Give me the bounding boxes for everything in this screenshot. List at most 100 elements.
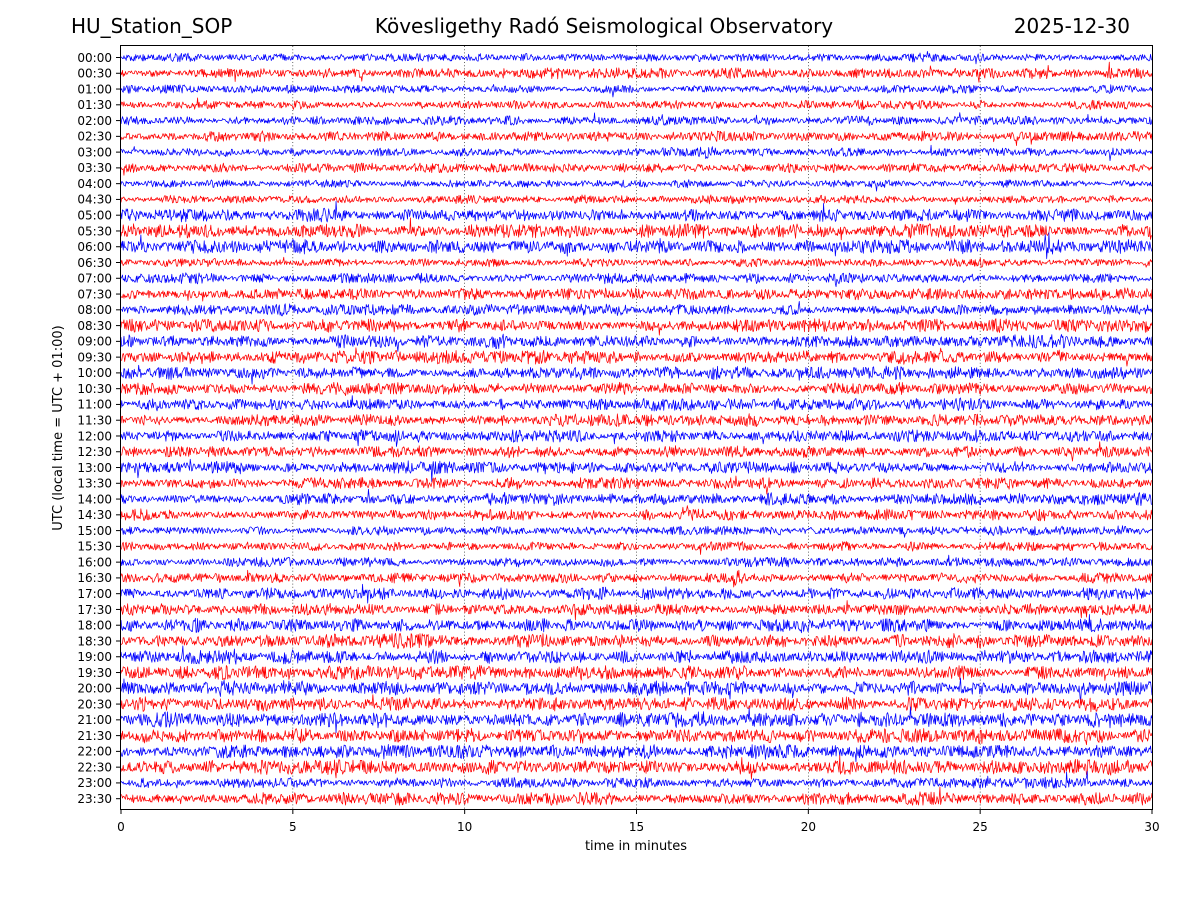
trace-1000: [121, 364, 1152, 385]
trace-1600: [121, 554, 1152, 568]
trace-0230: [121, 130, 1152, 147]
trace-0930: [121, 347, 1152, 367]
y-tick-label: 20:30: [77, 697, 112, 711]
trace-0530: [121, 217, 1152, 241]
trace-1230: [121, 441, 1152, 462]
y-tick-label: 04:00: [77, 177, 112, 191]
trace-1830: [121, 632, 1152, 650]
trace-2300: [121, 770, 1152, 789]
y-tick-label: 18:00: [77, 619, 112, 633]
y-tick-label: 22:00: [77, 745, 112, 759]
trace-0800: [121, 301, 1152, 317]
trace-1730: [121, 600, 1152, 621]
trace-1200: [121, 429, 1152, 447]
trace-0000: [121, 51, 1152, 65]
x-tick-label: 10: [457, 820, 472, 834]
trace-2030: [121, 694, 1152, 713]
trace-2230: [121, 754, 1152, 780]
trace-0730: [121, 287, 1152, 302]
trace-2330: [121, 786, 1152, 806]
x-tick-label: 5: [289, 820, 297, 834]
x-axis: 0 5 10 15 20 25 30: [117, 809, 1160, 834]
y-tick-label: 16:00: [77, 555, 112, 569]
y-tick-label: 17:00: [77, 587, 112, 601]
trace-0030: [121, 61, 1152, 83]
y-tick-label: 00:00: [77, 51, 112, 65]
y-tick-label: 13:30: [77, 477, 112, 491]
y-tick-label: 21:00: [77, 713, 112, 727]
y-tick-label: 02:30: [77, 130, 112, 144]
trace-1130: [121, 413, 1152, 427]
y-tick-label: 23:00: [77, 776, 112, 790]
y-tick-label: 01:30: [77, 98, 112, 112]
y-tick-label: 06:30: [77, 256, 112, 270]
station-label: HU_Station_SOP: [71, 14, 233, 38]
trace-1430: [121, 505, 1152, 522]
y-tick-label: 20:00: [77, 682, 112, 696]
y-tick-label: 11:30: [77, 414, 112, 428]
y-tick-label: 19:30: [77, 666, 112, 680]
y-tick-label: 21:30: [77, 729, 112, 743]
trace-0900: [121, 333, 1152, 352]
y-tick-label: 03:30: [77, 161, 112, 175]
observatory-title: Kövesligethy Radó Seismological Observat…: [374, 14, 834, 38]
y-tick-label: 22:30: [77, 760, 112, 774]
trace-2200: [121, 743, 1152, 763]
y-axis-label: UTC (local time = UTC + 01:00): [51, 325, 66, 530]
trace-0300: [121, 144, 1152, 162]
y-tick-label: 10:00: [77, 366, 112, 380]
trace-2130: [121, 727, 1152, 746]
trace-1630: [121, 569, 1152, 588]
y-tick-label: 00:30: [77, 67, 112, 81]
trace-0100: [121, 84, 1152, 98]
trace-1900: [121, 645, 1152, 665]
x-tick-label: 0: [117, 820, 125, 834]
y-tick-label: 16:30: [77, 571, 112, 585]
trace-0200: [121, 112, 1152, 126]
trace-0600: [121, 232, 1152, 260]
x-tick-label: 15: [629, 820, 644, 834]
trace-1800: [121, 614, 1152, 634]
trace-1400: [121, 488, 1152, 507]
y-tick-label: 15:30: [77, 540, 112, 554]
trace-layer: [121, 51, 1152, 806]
trace-2000: [121, 677, 1152, 704]
trace-0830: [121, 318, 1152, 336]
y-tick-label: 19:00: [77, 650, 112, 664]
y-tick-label: 18:30: [77, 634, 112, 648]
y-tick-label: 09:30: [77, 350, 112, 364]
y-tick-label: 15:00: [77, 524, 112, 538]
y-tick-label: 05:30: [77, 224, 112, 238]
y-tick-label: 07:30: [77, 287, 112, 301]
trace-0500: [121, 200, 1152, 223]
y-tick-label: 06:00: [77, 240, 112, 254]
y-tick-label: 01:00: [77, 82, 112, 96]
trace-1300: [121, 458, 1152, 483]
x-axis-label: time in minutes: [585, 839, 687, 854]
y-tick-label: 14:30: [77, 508, 112, 522]
y-tick-label: 12:00: [77, 429, 112, 443]
trace-0700: [121, 272, 1152, 288]
y-tick-label: 17:30: [77, 603, 112, 617]
date-label: 2025-12-30: [1013, 14, 1130, 38]
trace-0630: [121, 256, 1152, 268]
trace-1100: [121, 395, 1152, 412]
trace-0430: [121, 194, 1152, 205]
trace-0400: [121, 179, 1152, 192]
trace-1500: [121, 525, 1152, 538]
y-tick-label: 09:00: [77, 335, 112, 349]
trace-2100: [121, 706, 1152, 734]
y-tick-label: 11:00: [77, 398, 112, 412]
trace-1030: [121, 381, 1152, 396]
y-tick-label: 08:00: [77, 303, 112, 317]
y-tick-label: 10:30: [77, 382, 112, 396]
trace-0330: [121, 162, 1152, 176]
y-tick-label: 12:30: [77, 445, 112, 459]
y-tick-label: 02:00: [77, 114, 112, 128]
y-tick-label: 13:00: [77, 461, 112, 475]
y-tick-label: 23:30: [77, 792, 112, 806]
x-tick-label: 30: [1144, 820, 1159, 834]
